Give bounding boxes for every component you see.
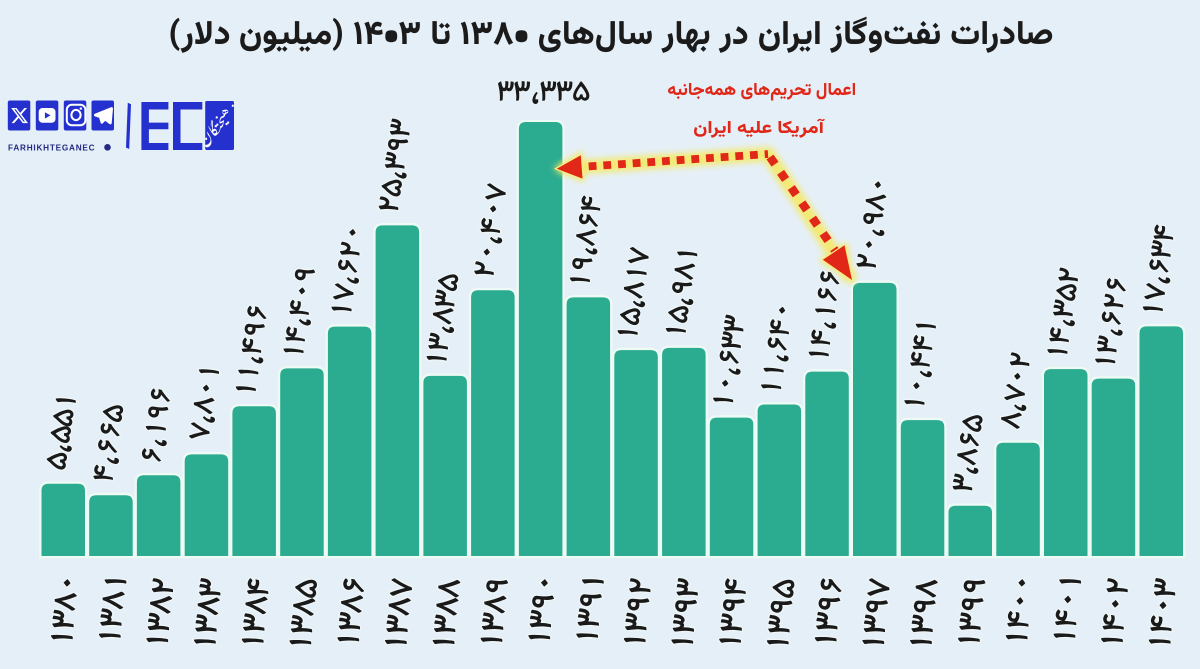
svg-text:FARHIKHTEGANEC: FARHIKHTEGANEC	[8, 144, 95, 153]
